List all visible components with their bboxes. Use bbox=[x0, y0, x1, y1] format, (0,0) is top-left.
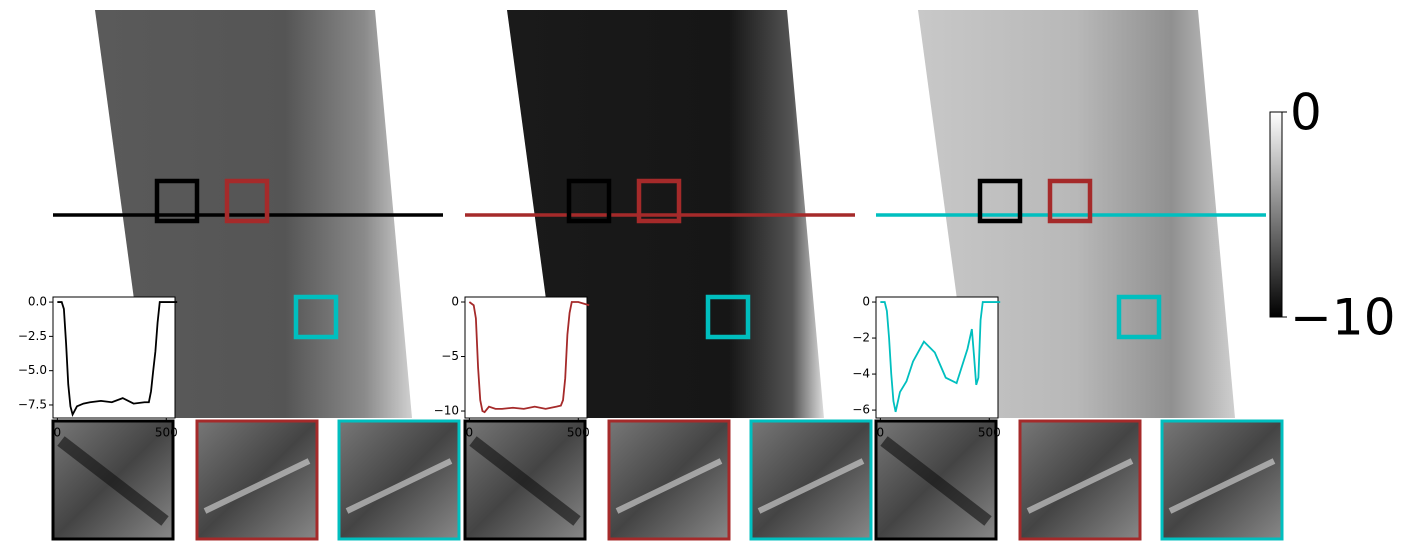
profile-curve bbox=[57, 301, 178, 418]
roi-box bbox=[1047, 178, 1093, 224]
colorbar-tick-label: 0 bbox=[1290, 84, 1322, 142]
roi-box bbox=[636, 178, 682, 224]
y-tick-label: −10 bbox=[434, 404, 459, 418]
crop-streak bbox=[1026, 458, 1134, 514]
crop-streak bbox=[203, 458, 311, 514]
x-tick-label: 0 bbox=[466, 426, 474, 440]
crop-streak bbox=[57, 436, 169, 526]
zoom-crop bbox=[1018, 419, 1142, 541]
roi-box bbox=[224, 178, 270, 224]
x-tick-label: 500 bbox=[567, 426, 590, 440]
x-tick-label: 0 bbox=[877, 426, 885, 440]
colorbar-tick-label: −10 bbox=[1290, 289, 1396, 347]
y-tick-label: 0 bbox=[862, 295, 870, 309]
roi-box bbox=[154, 178, 200, 224]
crop-streak bbox=[469, 436, 581, 526]
crop-streak bbox=[1168, 458, 1276, 514]
zoom-crop bbox=[337, 419, 461, 541]
x-tick-label: 0 bbox=[54, 426, 62, 440]
y-tick-label: 0.0 bbox=[28, 295, 47, 309]
inset-axes bbox=[52, 296, 176, 419]
y-tick-label: −4 bbox=[852, 367, 870, 381]
profile-curve bbox=[468, 301, 590, 414]
zoom-crop bbox=[749, 419, 873, 541]
roi-box bbox=[566, 178, 612, 224]
y-tick-label: −2.5 bbox=[18, 329, 47, 343]
colorbar bbox=[1269, 111, 1283, 318]
y-tick-label: −5.0 bbox=[18, 363, 47, 377]
crop-streak bbox=[757, 458, 865, 514]
zoom-crop bbox=[607, 419, 731, 541]
roi-box bbox=[293, 294, 339, 340]
x-tick-label: 500 bbox=[155, 426, 178, 440]
y-tick-label: −6 bbox=[852, 403, 870, 417]
roi-box bbox=[1116, 294, 1162, 340]
crop-streak bbox=[345, 458, 453, 514]
x-tick-label: 500 bbox=[978, 426, 1001, 440]
y-tick-label: 0 bbox=[451, 295, 459, 309]
profile-curve bbox=[880, 301, 1001, 413]
zoom-crop bbox=[195, 419, 319, 541]
roi-box bbox=[977, 178, 1023, 224]
crop-streak bbox=[615, 458, 723, 514]
crop-streak bbox=[880, 436, 992, 526]
zoom-crop bbox=[1160, 419, 1284, 541]
y-tick-label: −5 bbox=[441, 349, 459, 363]
roi-box bbox=[705, 294, 751, 340]
y-tick-label: −2 bbox=[852, 331, 870, 345]
y-tick-label: −7.5 bbox=[18, 397, 47, 411]
